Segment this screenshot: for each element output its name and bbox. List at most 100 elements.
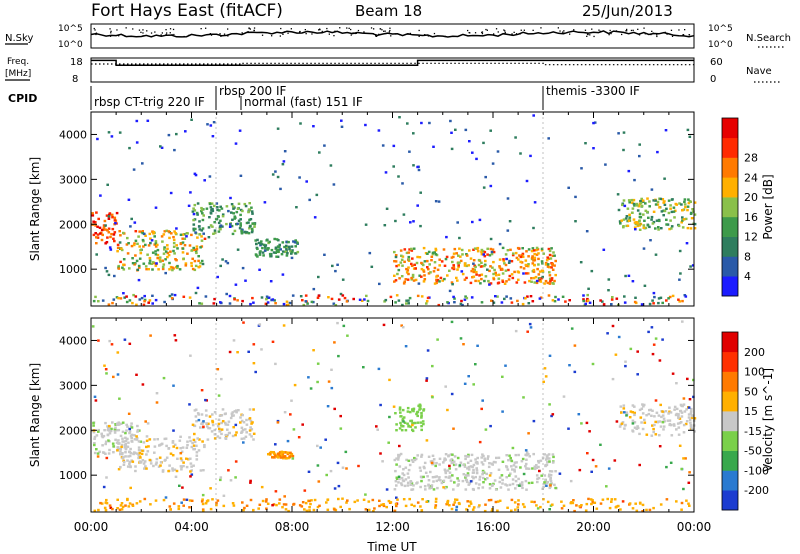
- velocity-echo-cell: [486, 457, 489, 460]
- noise-right-tick-high: 10^5: [708, 24, 733, 34]
- power-scatter-cell: [133, 221, 137, 224]
- power-echo-cell: [640, 197, 643, 201]
- power-echo-cell: [517, 278, 520, 281]
- velocity-echo-cell: [488, 462, 491, 465]
- velocity-scatter-cell: [110, 343, 114, 346]
- power-echo-cell: [644, 226, 648, 230]
- velocity-echo-cell: [420, 414, 423, 417]
- power-echo-cell: [251, 212, 254, 215]
- velocity-echo-cell: [249, 426, 252, 429]
- velocity-scatter-cell: [573, 344, 577, 347]
- velocity-scatter-cell: [312, 349, 315, 352]
- velocity-echo-cell: [524, 479, 528, 483]
- noise-search-dot: [467, 29, 469, 32]
- power-scatter-cell: [627, 169, 631, 173]
- noise-sky-label: N.Sky: [5, 33, 33, 44]
- power-echo-cell: [171, 266, 174, 269]
- velocity-echo-cell: [103, 429, 106, 432]
- velocity-echo-cell: [95, 434, 99, 437]
- power-echo-cell: [134, 230, 138, 233]
- velocity-echo-cell: [474, 475, 477, 479]
- power-echo-cell: [118, 230, 121, 233]
- velocity-clutter-cell: [539, 505, 542, 509]
- velocity-clutter-cell: [93, 509, 97, 512]
- velocity-echo-cell: [689, 410, 693, 413]
- velocity-echo-cell: [639, 416, 643, 419]
- velocity-echo-cell: [688, 418, 692, 421]
- velocity-clutter-cell: [591, 501, 595, 504]
- power-echo-cell: [434, 249, 438, 252]
- power-scatter-cell: [451, 283, 454, 286]
- power-echo-cell: [526, 272, 530, 275]
- velocity-echo-cell: [229, 416, 233, 420]
- power-echo-cell: [166, 247, 169, 250]
- power-scatter-cell: [317, 275, 320, 279]
- velocity-echo-cell: [217, 422, 221, 426]
- velocity-scatter-cell: [687, 481, 691, 484]
- power-scatter-cell: [155, 262, 158, 265]
- power-scatter-cell: [604, 163, 607, 166]
- colorbar-box: [722, 450, 738, 471]
- velocity-clutter-cell: [641, 503, 645, 507]
- noise-search-dot: [418, 29, 420, 32]
- power-echo-cell: [200, 239, 204, 242]
- velocity-echo-cell: [505, 465, 508, 468]
- velocity-scatter-cell: [309, 387, 313, 390]
- power-scatter-cell: [216, 275, 219, 279]
- velocity-scatter-cell: [508, 474, 511, 477]
- velocity-echo-cell: [438, 457, 442, 460]
- power-echo-cell: [445, 255, 449, 259]
- velocity-echo-cell: [407, 476, 410, 479]
- power-echo-cell: [455, 276, 458, 280]
- power-clutter-cell: [341, 294, 345, 297]
- power-clutter-cell: [384, 298, 388, 302]
- power-clutter-cell: [213, 297, 216, 301]
- power-scatter-cell: [525, 179, 529, 183]
- power-echo-cell: [130, 244, 134, 248]
- power-echo-cell: [498, 266, 502, 269]
- colorbar-tick-label: -50: [744, 445, 762, 458]
- velocity-scatter-cell: [469, 480, 473, 483]
- power-echo-cell: [648, 205, 651, 208]
- power-echo-cell: [172, 249, 175, 253]
- velocity-echo-cell: [642, 405, 645, 408]
- velocity-clutter-cell: [453, 501, 457, 504]
- power-scatter-cell: [519, 152, 522, 155]
- power-echo-cell: [506, 249, 510, 252]
- noise-search-dot: [562, 31, 564, 33]
- power-echo-cell: [434, 253, 438, 256]
- power-echo-cell: [548, 282, 552, 285]
- velocity-ylabel: Slant Range [km]: [28, 363, 42, 467]
- velocity-clutter-cell: [496, 500, 500, 503]
- velocity-echo-cell: [201, 440, 204, 443]
- power-echo-cell: [554, 273, 557, 277]
- power-echo-cell: [630, 198, 634, 202]
- velocity-echo-cell: [135, 435, 138, 438]
- noise-search-dot: [513, 31, 515, 33]
- power-echo-cell: [141, 230, 144, 233]
- velocity-echo-cell: [638, 432, 641, 436]
- power-scatter-cell: [412, 220, 415, 223]
- velocity-clutter-cell: [278, 498, 282, 501]
- colorbar-tick-label: 20: [744, 191, 758, 204]
- power-echo-cell: [619, 222, 622, 225]
- velocity-echo-cell: [226, 433, 229, 437]
- power-echo-cell: [671, 198, 674, 201]
- power-echo-cell: [519, 266, 523, 269]
- power-echo-cell: [161, 240, 164, 243]
- velocity-echo-cell: [400, 424, 403, 427]
- noise-search-dot: [615, 30, 618, 32]
- power-scatter-cell: [532, 226, 535, 230]
- noise-search-dot: [557, 27, 559, 29]
- velocity-echo-cell: [220, 428, 224, 431]
- velocity-echo-cell: [456, 477, 459, 480]
- velocity-echo-cell: [426, 475, 429, 478]
- velocity-echo-cell: [224, 423, 228, 426]
- velocity-echo-cell: [544, 458, 548, 461]
- velocity-echo-cell: [145, 453, 148, 456]
- power-echo-cell: [193, 203, 197, 207]
- velocity-scatter-cell: [467, 375, 470, 378]
- velocity-clutter-cell: [387, 499, 391, 503]
- velocity-echo-cell: [227, 420, 231, 423]
